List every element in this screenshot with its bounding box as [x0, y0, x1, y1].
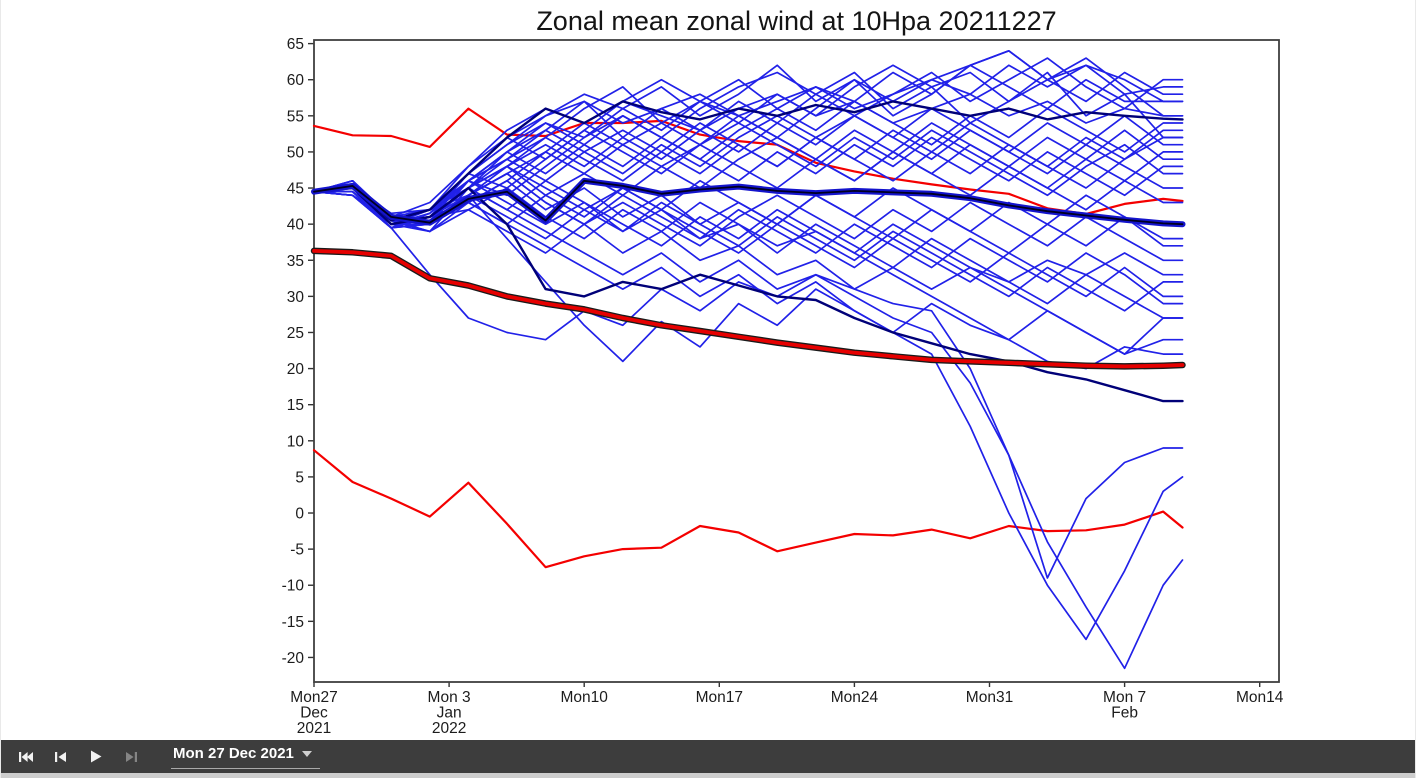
- selected-date-label: Mon 27 Dec 2021: [173, 745, 294, 762]
- series-ens-member-28: [313, 187, 1184, 670]
- x-axis-tick-label: Dec: [300, 705, 328, 722]
- skip-to-first-icon: [19, 751, 33, 762]
- y-axis-tick-label: -10: [282, 578, 305, 595]
- series-navy-line-upper: [312, 100, 1184, 222]
- wind-chart: 65605550454035302520151050-5-10-15-20Mon…: [282, 36, 1284, 737]
- play-icon: [91, 750, 102, 763]
- y-axis-tick-label: 45: [287, 181, 304, 198]
- y-axis-tick-label: -15: [282, 614, 304, 631]
- y-axis-tick-label: 15: [287, 397, 304, 414]
- chart-title: Zonal mean zonal wind at 10Hpa 20211227: [536, 6, 1057, 36]
- chevron-down-icon: [301, 750, 312, 757]
- series-ens-member-23: [313, 187, 1184, 298]
- step-back-button[interactable]: [54, 750, 68, 763]
- x-axis-tick-label: Feb: [1111, 705, 1138, 722]
- series-ensemble-mean: [313, 179, 1184, 226]
- step-back-icon: [55, 751, 66, 762]
- x-axis-tick-label: Mon17: [696, 689, 743, 706]
- y-axis-tick-label: 55: [287, 108, 304, 125]
- series-climatology-thick-red: [312, 248, 1185, 369]
- x-axis-tick-label: Mon27: [290, 689, 337, 706]
- playback-toolbar: Mon 27 Dec 2021: [1, 740, 1415, 773]
- date-selector[interactable]: Mon 27 Dec 2021: [171, 744, 320, 769]
- y-axis-tick-label: 5: [295, 469, 304, 486]
- x-axis-tick-label: Mon10: [560, 689, 608, 706]
- y-axis-tick-label: 20: [287, 361, 305, 378]
- series-red-line-lower: [312, 449, 1184, 569]
- y-axis-tick-label: 50: [287, 144, 305, 161]
- x-axis-tick-label: Mon14: [1236, 689, 1284, 706]
- series-ens-member-07: [313, 57, 1184, 233]
- play-button[interactable]: [89, 750, 103, 763]
- series-ens-member-31: [313, 179, 1184, 355]
- series-ens-member-32: [313, 190, 1184, 341]
- skip-to-first-button[interactable]: [19, 750, 33, 763]
- y-axis-tick-label: 25: [287, 325, 304, 342]
- series-ens-member-27: [313, 187, 1184, 641]
- series-ens-member-29: [313, 172, 1184, 579]
- series-ens-member-25: [313, 190, 1184, 262]
- y-axis-tick-label: -20: [282, 650, 305, 667]
- series-navy-line-lower: [312, 186, 1184, 403]
- y-axis-tick-label: 35: [287, 253, 304, 270]
- x-axis-tick-label: 2021: [297, 720, 331, 737]
- y-axis-tick-label: 30: [287, 289, 305, 306]
- x-axis-tick-label: 2022: [432, 720, 466, 737]
- y-axis-tick-label: 65: [287, 36, 304, 53]
- plot-frame: [313, 39, 1280, 683]
- x-axis-tick-label: Mon 7: [1103, 689, 1146, 706]
- y-axis-tick-label: 40: [287, 217, 305, 234]
- y-axis-tick-label: 0: [295, 506, 304, 523]
- step-forward-button: [124, 750, 138, 763]
- y-axis-tick-label: 10: [287, 433, 305, 450]
- x-axis-tick-label: Mon31: [966, 689, 1013, 706]
- x-axis-tick-label: Mon24: [831, 689, 879, 706]
- step-forward-icon: [126, 751, 137, 762]
- series-ens-member-02: [313, 93, 1184, 222]
- y-axis-tick-label: 60: [287, 72, 305, 89]
- y-axis-tick-label: -5: [290, 542, 304, 559]
- x-axis-tick-label: Mon 3: [428, 689, 471, 706]
- window-bottom-edge: [1, 773, 1415, 778]
- x-axis-tick-label: Jan: [437, 705, 462, 722]
